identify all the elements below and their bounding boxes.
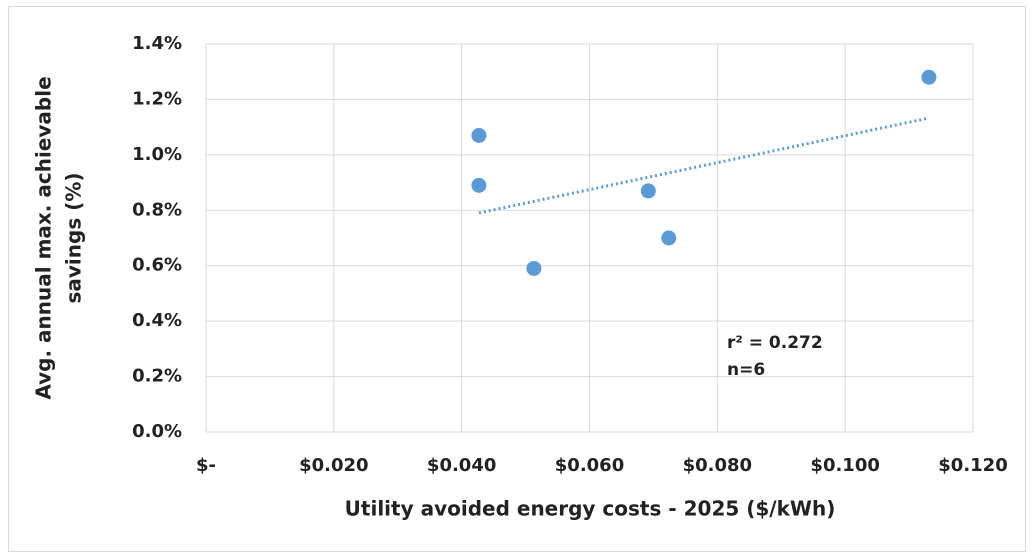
annotation: r² = 0.272 xyxy=(727,333,823,353)
annotation: n=6 xyxy=(727,360,765,380)
y-tick-label: 0.4% xyxy=(132,310,182,331)
x-tick-label: $0.100 xyxy=(810,455,879,476)
x-tick-label: $0.040 xyxy=(427,455,496,476)
x-tick-label: $0.080 xyxy=(683,455,752,476)
y-axis-label: savings (%) xyxy=(62,172,86,303)
y-tick-label: 0.2% xyxy=(132,366,182,387)
x-tick-label: $- xyxy=(196,455,216,476)
y-tick-label: 1.2% xyxy=(132,88,182,109)
x-tick-label: $0.120 xyxy=(938,455,1007,476)
point xyxy=(921,69,937,85)
y-tick-label: 0.0% xyxy=(132,421,182,442)
y-axis-label: Avg. annual max. achievable xyxy=(32,76,56,399)
chart-frame xyxy=(8,6,1026,552)
point xyxy=(640,183,656,199)
x-tick-label: $0.020 xyxy=(299,455,368,476)
point xyxy=(471,127,487,143)
point xyxy=(526,260,542,276)
x-tick-label: $0.060 xyxy=(555,455,624,476)
y-tick-label: 0.6% xyxy=(132,255,182,276)
point xyxy=(471,177,487,193)
trendline xyxy=(478,116,930,215)
x-axis-label: Utility avoided energy costs - 2025 ($/k… xyxy=(345,497,836,521)
y-tick-label: 0.8% xyxy=(132,199,182,220)
y-tick-label: 1.4% xyxy=(132,33,182,54)
point xyxy=(661,230,677,246)
y-tick-label: 1.0% xyxy=(132,144,182,165)
